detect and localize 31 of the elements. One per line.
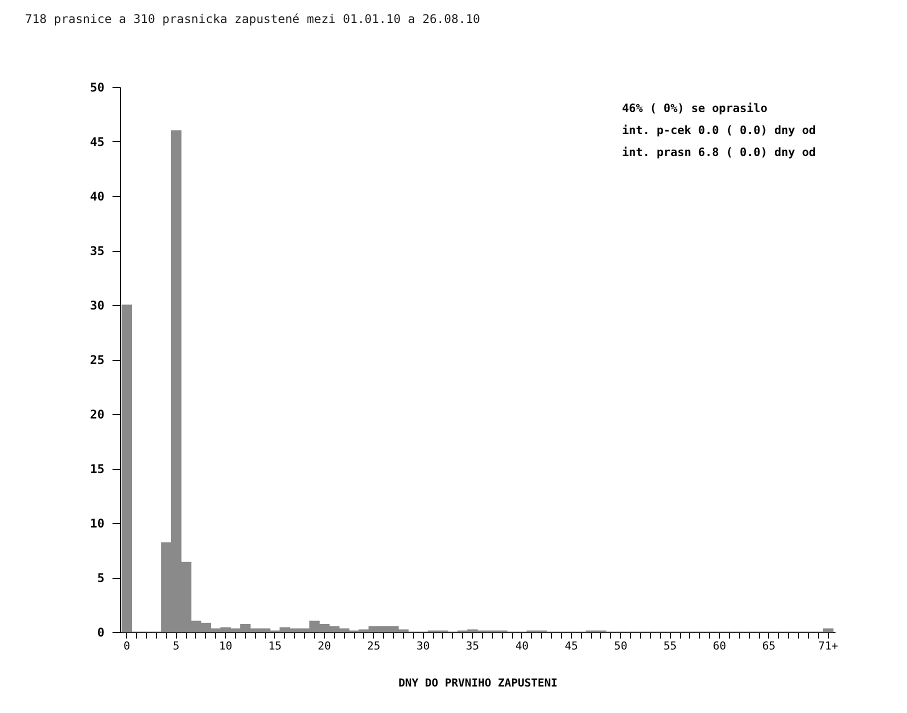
x-tick-label: 0 <box>124 640 130 652</box>
x-tick-label: 35 <box>466 640 480 652</box>
x-tick-label: 65 <box>762 640 776 652</box>
y-tick-label: 5 <box>97 571 104 585</box>
y-tick-label: 0 <box>97 626 104 640</box>
y-tick-label: 50 <box>90 80 104 94</box>
x-tick-label: 71+ <box>818 640 838 652</box>
y-tick-label: 15 <box>90 462 104 476</box>
x-tick-label: 15 <box>268 640 282 652</box>
chart-title: 718 prasnice a 310 prasnicka zapustené mezi 01.01.10 a 26.08.10 <box>25 12 480 26</box>
y-tick-label: 35 <box>90 244 104 258</box>
y-tick-label: 10 <box>90 516 104 530</box>
x-tick-label: 60 <box>712 640 726 652</box>
x-tick-label: 55 <box>664 640 677 652</box>
x-tick-label: 10 <box>218 640 232 652</box>
x-tick-label: 30 <box>416 640 430 652</box>
x-tick-label: 5 <box>172 640 180 652</box>
annotation: 46% ( 0%) se oprasilo <box>622 101 768 115</box>
x-tick-label: 20 <box>318 640 332 652</box>
x-tick-label: 50 <box>614 640 628 652</box>
y-tick-label: 20 <box>90 408 104 422</box>
y-tick-label: 40 <box>90 190 104 204</box>
annotation: int. prasn 6.8 ( 0.0) dny od <box>622 145 816 159</box>
annotation: int. p-cek 0.0 ( 0.0) dny od <box>622 123 816 137</box>
x-axis-title: DNY DO PRVNIHO ZAPUSTENI <box>398 676 558 690</box>
y-tick-label: 30 <box>90 298 104 312</box>
x-tick-label: 25 <box>367 640 380 652</box>
x-tick-label: 45 <box>564 640 578 652</box>
y-tick-label: 25 <box>90 353 104 367</box>
y-tick-label: 45 <box>90 135 104 149</box>
x-tick-label: 40 <box>515 640 529 652</box>
